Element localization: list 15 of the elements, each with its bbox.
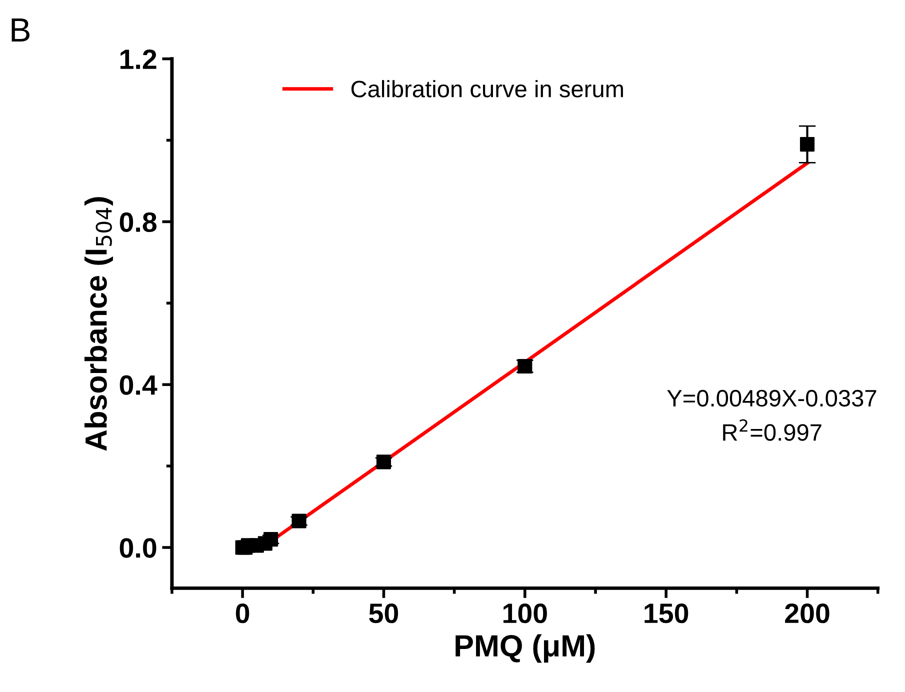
y-tick-label: 0.8 (120, 212, 157, 232)
y-tick-label: 0.0 (120, 538, 156, 558)
x-tick-label: 100 (503, 604, 547, 624)
x-tick-label: 150 (644, 604, 688, 624)
annotation: R$^{2}$=0.997 (723, 419, 822, 441)
x-tick-label: 0 (236, 604, 250, 624)
annotation: Y=0.00489X-0.0337 (667, 390, 876, 407)
y-tick-label: 1.2 (120, 49, 156, 69)
x-tick-label: 50 (369, 604, 398, 624)
y-axis-title: Absorbance (I$_{504}$) (84, 197, 113, 451)
x-axis-title: PMQ (μM) (456, 634, 595, 663)
x-tick-label: 200 (785, 604, 830, 624)
y-tick-label: 0.4 (120, 375, 158, 395)
legend-label: Calibration curve in serum (351, 80, 623, 98)
text: B (12, 18, 30, 42)
